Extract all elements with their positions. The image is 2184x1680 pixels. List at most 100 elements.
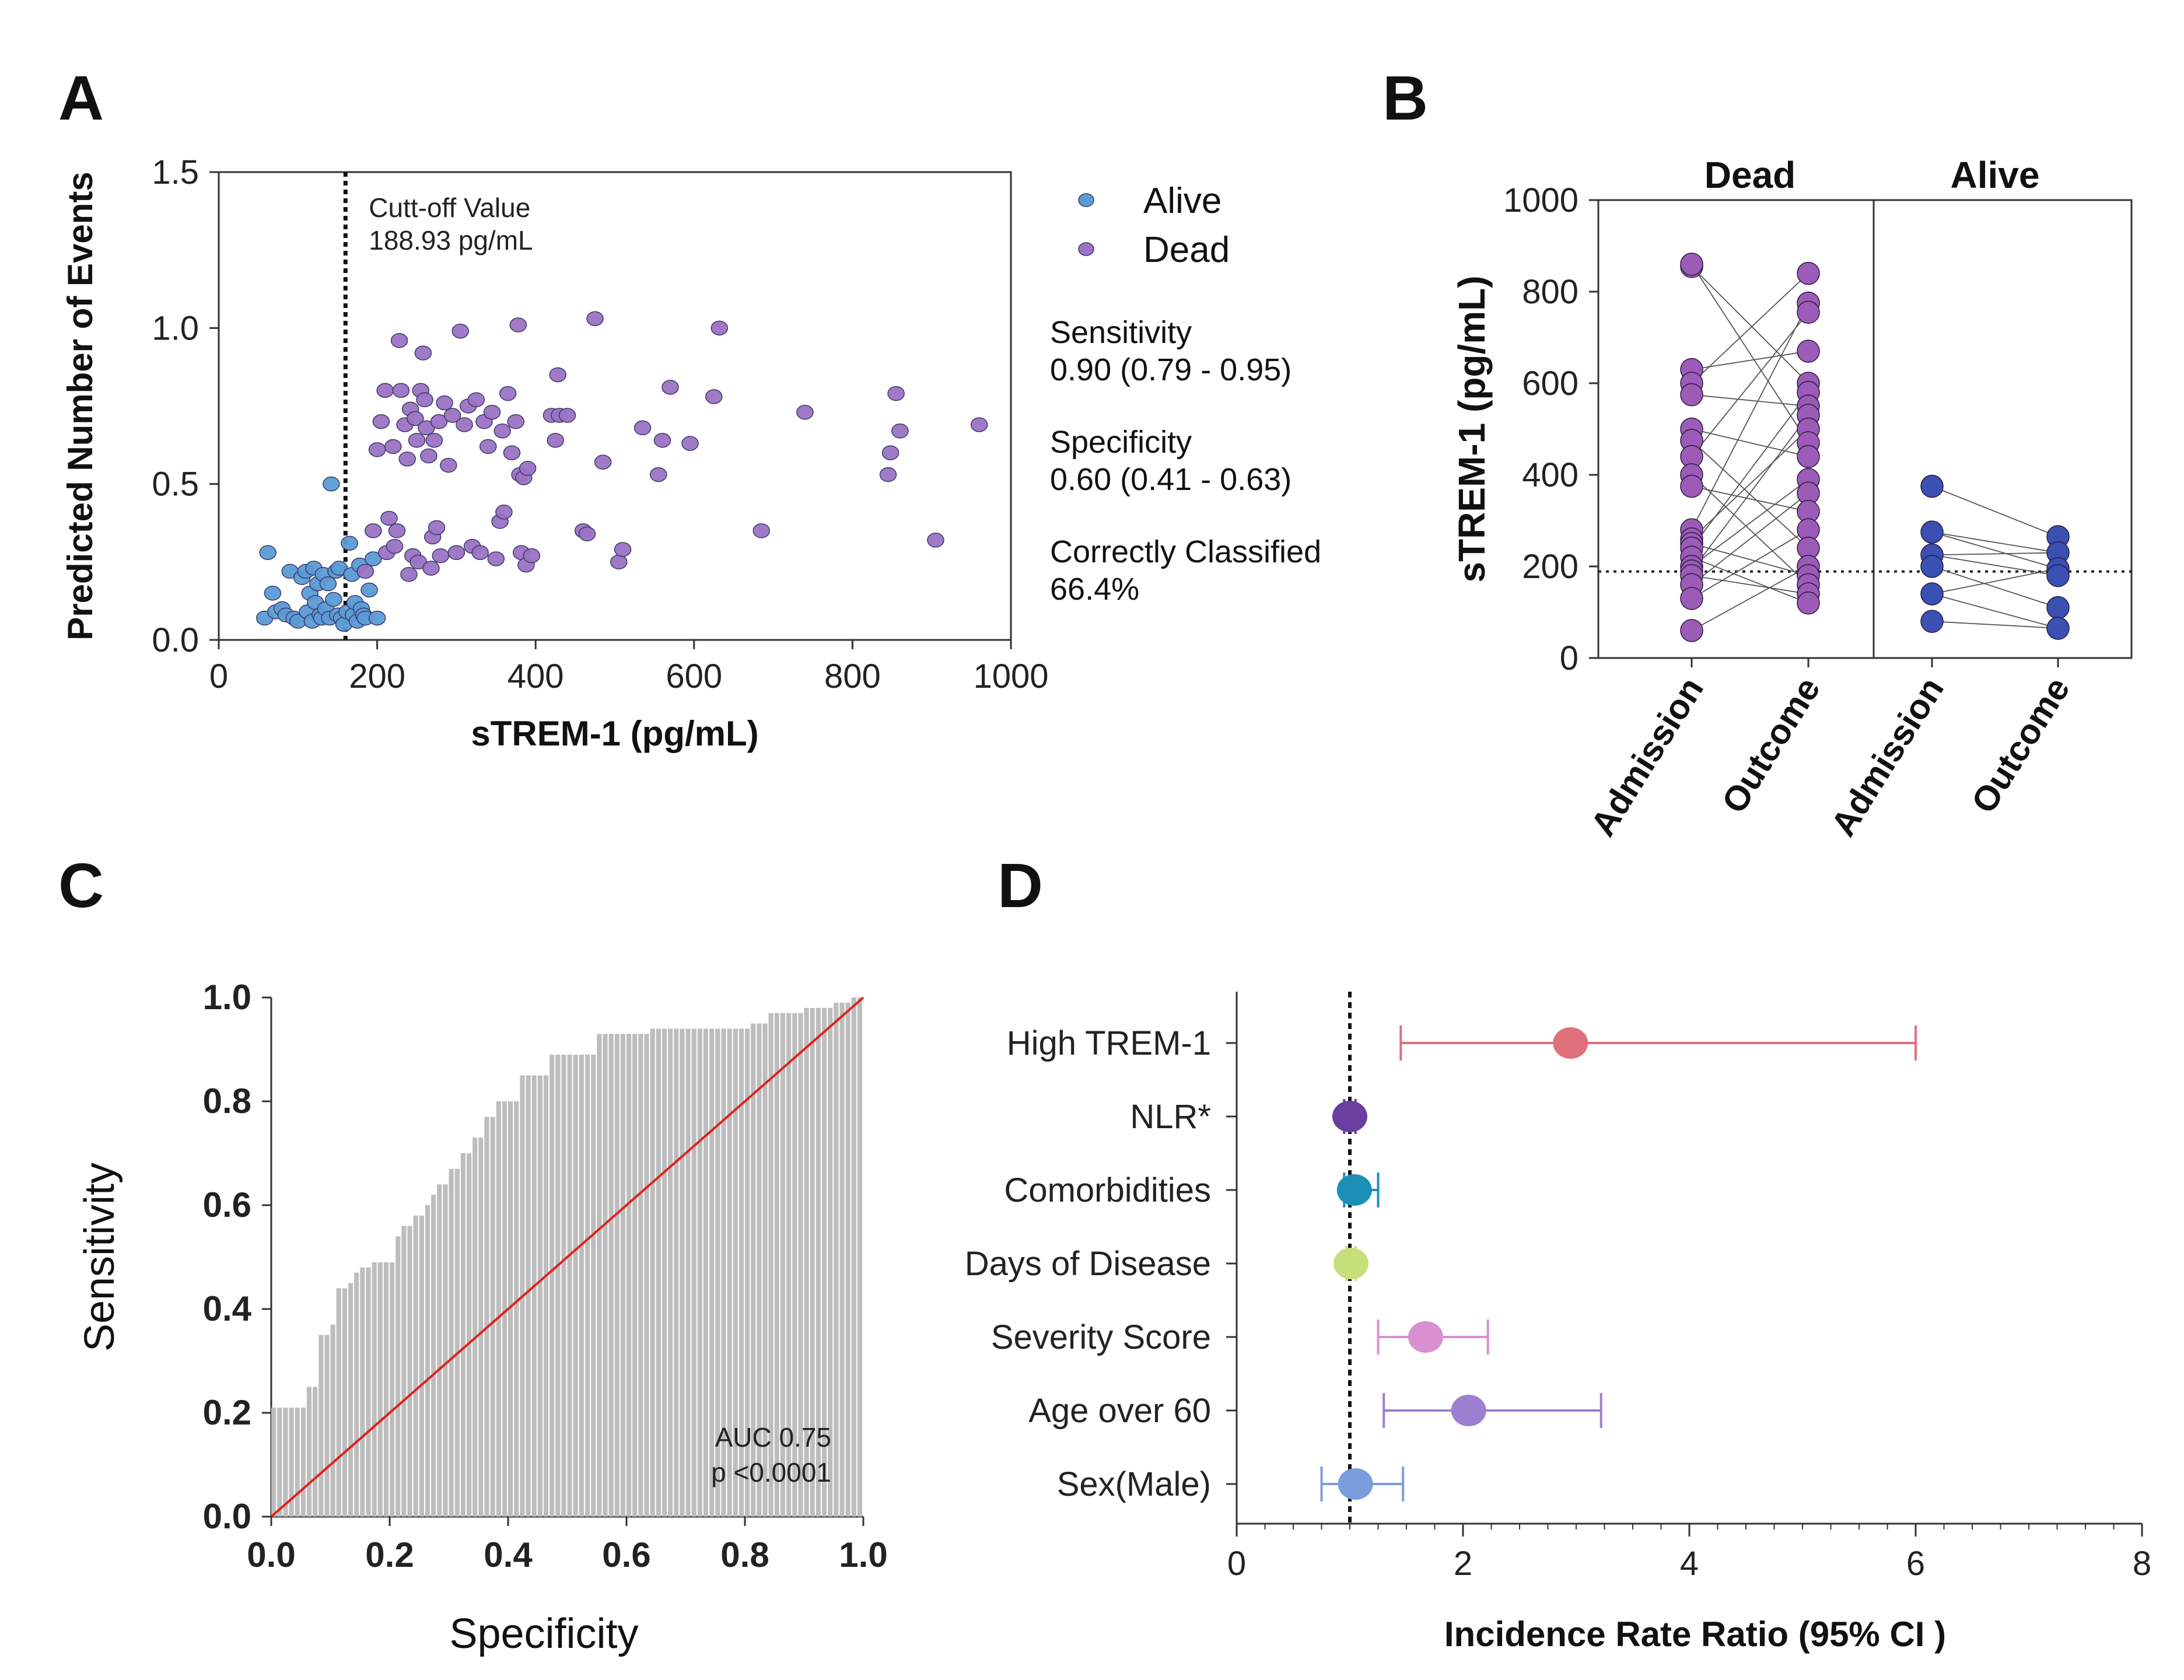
pair-link <box>1691 575 1809 594</box>
point-admission <box>1680 619 1703 642</box>
point-dead <box>549 367 566 383</box>
x-tick-label: Admission <box>1583 670 1711 843</box>
point-dead <box>649 467 667 482</box>
point-dead <box>388 523 406 538</box>
roc-bar <box>709 1028 715 1517</box>
row-label: Sex(Male) <box>1057 1465 1211 1503</box>
point-dead <box>430 414 448 429</box>
panel-b-paired: 0 200 400 600 800 1000 sTREM-1 (pg/mL) Dead Admi… <box>1451 154 2133 843</box>
roc-bar <box>786 1013 792 1517</box>
stat-label: Specificity <box>1050 425 1192 460</box>
roc-bar <box>550 1054 555 1517</box>
roc-bar <box>561 1054 566 1517</box>
roc-bar <box>834 1002 839 1517</box>
pair-link <box>1931 485 2059 537</box>
point-dead <box>879 467 897 482</box>
roc-bar <box>496 1101 501 1517</box>
legend-marker-dead <box>1078 242 1094 256</box>
y-tick-label: 1000 <box>1503 181 1578 219</box>
roc-bar <box>342 1288 347 1517</box>
point-dead <box>881 445 900 460</box>
roc-bar <box>674 1028 679 1517</box>
point-alive <box>319 576 337 592</box>
point-admission <box>1680 587 1703 610</box>
roc-bar <box>603 1034 608 1517</box>
cutoff-value: 188.93 pg/mL <box>369 225 533 256</box>
x-tick-label: 6 <box>1906 1545 1925 1583</box>
pair-link <box>1691 566 1809 631</box>
roc-bar <box>360 1267 365 1517</box>
pair-link <box>1931 531 2059 554</box>
roc-bar <box>454 1168 460 1517</box>
estimate-point <box>1451 1395 1486 1426</box>
roc-bar <box>502 1101 507 1517</box>
point-dead <box>467 392 485 408</box>
y-tick-label: 0.0 <box>152 621 199 659</box>
point-admission <box>1920 610 1944 633</box>
row-label: NLR* <box>1130 1098 1211 1136</box>
panel-labels: A B C D <box>58 62 1428 921</box>
estimate-point <box>1332 1101 1367 1132</box>
roc-bar <box>632 1034 638 1517</box>
roc-bar <box>810 1007 815 1517</box>
estimate-point <box>1408 1321 1443 1353</box>
roc-bar <box>283 1408 288 1517</box>
estimate-point <box>1333 1248 1368 1279</box>
roc-bar <box>460 1153 466 1517</box>
y-tick-label: 0.8 <box>203 1082 251 1121</box>
point-dead <box>416 392 433 408</box>
point-dead <box>710 320 729 336</box>
group-title-dead: Dead <box>1704 154 1796 196</box>
roc-bar <box>733 1028 738 1517</box>
point-dead <box>398 452 416 467</box>
point-outcome <box>2046 617 2070 640</box>
pair-link <box>1691 394 1809 407</box>
y-axis-label: sTREM-1 (pg/mL) <box>1451 275 1493 582</box>
point-dead <box>509 317 527 332</box>
roc-bar <box>774 1013 779 1517</box>
x-tick-label: 0.6 <box>602 1535 650 1574</box>
x-tick-label: 0.0 <box>247 1535 295 1574</box>
point-admission <box>1920 474 1944 498</box>
estimate-point <box>1338 1468 1373 1500</box>
roc-bar <box>851 998 856 1517</box>
panel-label-b: B <box>1382 62 1428 133</box>
row-label: Days of Disease <box>965 1245 1211 1283</box>
point-alive <box>341 536 358 551</box>
roc-bar <box>348 1283 354 1517</box>
y-tick-label: 0.6 <box>203 1185 251 1224</box>
roc-bar <box>703 1028 709 1517</box>
x-tick-label: Outcome <box>1714 670 1828 820</box>
roc-bar <box>757 1023 762 1517</box>
point-dead <box>392 383 410 398</box>
y-tick-label: 1.0 <box>152 309 199 347</box>
roc-bar <box>845 1002 850 1517</box>
y-axis-label: Sensitivity <box>76 1163 123 1352</box>
roc-bar <box>620 1034 625 1517</box>
roc-bar <box>431 1195 436 1517</box>
roc-bar <box>816 1007 821 1517</box>
roc-bar <box>354 1272 359 1517</box>
point-dead <box>376 383 394 398</box>
point-dead <box>578 526 596 541</box>
plot-frame <box>1597 199 2133 659</box>
point-dead <box>523 548 541 564</box>
row-label: Severity Score <box>991 1318 1211 1356</box>
point-dead <box>547 433 564 448</box>
roc-bar <box>277 1408 282 1517</box>
pair-link <box>1691 542 1809 576</box>
roc-bar <box>668 1028 673 1517</box>
roc-bar <box>300 1408 306 1517</box>
x-axis-label: Incidence Rate Ratio (95% CI ) <box>1444 1615 1946 1654</box>
roc-bar <box>425 1205 430 1517</box>
x-tick-label: 0.8 <box>720 1535 769 1574</box>
y-tick-label: 600 <box>1522 365 1578 402</box>
point-alive <box>360 582 378 598</box>
point-outcome <box>2046 564 2070 587</box>
panel-c-roc: 0.00.0 0.2 0.2 0.4 0.4 0.6 0.6 0.8 0.8 1.0 1.0 Spec… <box>76 978 888 1657</box>
x-tick-label: 0.2 <box>365 1535 414 1574</box>
roc-bar <box>727 1028 732 1517</box>
point-dead <box>365 523 382 538</box>
x-tick-label: Admission <box>1824 670 1951 843</box>
